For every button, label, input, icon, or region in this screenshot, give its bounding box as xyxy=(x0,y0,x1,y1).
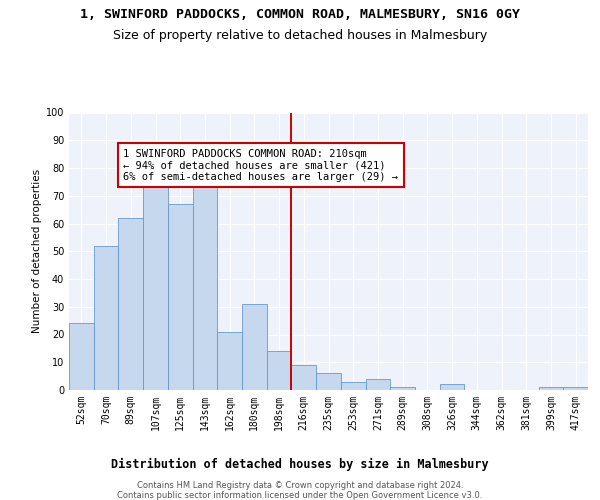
Text: Size of property relative to detached houses in Malmesbury: Size of property relative to detached ho… xyxy=(113,29,487,42)
Bar xyxy=(193,171,217,390)
Bar xyxy=(440,384,464,390)
Bar xyxy=(118,218,143,390)
Bar xyxy=(341,382,365,390)
Text: Contains HM Land Registry data © Crown copyright and database right 2024.
Contai: Contains HM Land Registry data © Crown c… xyxy=(118,481,482,500)
Bar xyxy=(217,332,242,390)
Bar xyxy=(94,246,118,390)
Bar xyxy=(563,387,588,390)
Text: 1 SWINFORD PADDOCKS COMMON ROAD: 210sqm
← 94% of detached houses are smaller (42: 1 SWINFORD PADDOCKS COMMON ROAD: 210sqm … xyxy=(124,148,398,182)
Bar xyxy=(143,182,168,390)
Text: 1, SWINFORD PADDOCKS, COMMON ROAD, MALMESBURY, SN16 0GY: 1, SWINFORD PADDOCKS, COMMON ROAD, MALME… xyxy=(80,8,520,20)
Bar xyxy=(292,365,316,390)
Bar xyxy=(539,387,563,390)
Bar xyxy=(316,374,341,390)
Bar xyxy=(168,204,193,390)
Bar xyxy=(267,351,292,390)
Text: Distribution of detached houses by size in Malmesbury: Distribution of detached houses by size … xyxy=(111,458,489,470)
Bar xyxy=(69,324,94,390)
Y-axis label: Number of detached properties: Number of detached properties xyxy=(32,169,41,334)
Bar xyxy=(390,387,415,390)
Bar xyxy=(242,304,267,390)
Bar xyxy=(365,379,390,390)
